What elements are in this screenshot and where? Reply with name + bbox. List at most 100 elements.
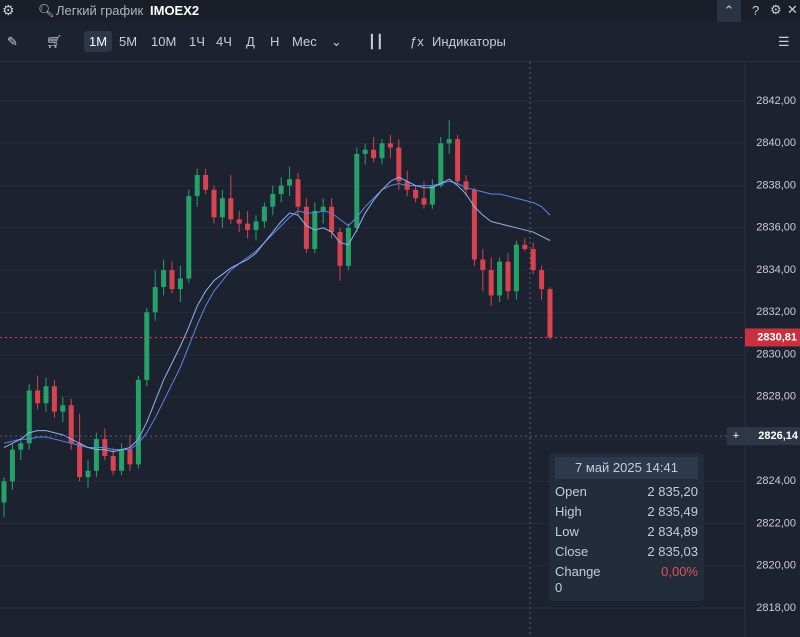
tooltip-label: Open — [555, 484, 587, 499]
candle-body — [169, 270, 175, 290]
candle-body — [270, 194, 276, 207]
candle-body — [522, 244, 528, 249]
candle-body — [387, 143, 393, 148]
candle-body — [396, 147, 402, 182]
interval-button[interactable]: Н — [270, 34, 280, 49]
candle-body — [354, 153, 360, 228]
header: ⚙ 🔍︎ Легкий график IMOEX2 ⌃ ? ⚙ ✕ — [0, 0, 800, 22]
help-button[interactable]: ? — [752, 3, 760, 18]
candle-body — [127, 449, 133, 465]
y-tick-label: 2818,00 — [756, 602, 796, 614]
interval-button[interactable]: Мес — [292, 34, 317, 49]
candle-body — [18, 443, 24, 450]
tooltip-label: High — [555, 504, 582, 519]
candle-body — [320, 206, 326, 211]
candle-body — [236, 219, 242, 224]
tooltip-row: Change 0,00% — [555, 564, 698, 579]
candle-body — [429, 185, 435, 205]
candle-body — [329, 206, 335, 233]
cart-button[interactable]: 🛒︎ — [46, 34, 63, 49]
tooltip-label: Change — [555, 564, 601, 579]
y-tick-label: 2824,00 — [756, 475, 796, 487]
candle-body — [35, 390, 41, 404]
candle-body — [421, 198, 427, 205]
y-tick-label: 2832,00 — [756, 306, 796, 318]
tooltip-value: 0,00% — [661, 564, 698, 579]
symbol[interactable]: IMOEX2 — [150, 3, 200, 18]
y-tick-label: 2842,00 — [756, 95, 796, 107]
candle-body — [261, 206, 267, 222]
close-button[interactable]: ✕ — [787, 2, 798, 17]
crosshair-label: 2826,14 — [758, 430, 799, 442]
candle-body — [203, 175, 209, 190]
candle-body — [497, 261, 503, 296]
candle-body — [144, 312, 150, 380]
candle-body — [488, 270, 494, 296]
tooltip-value: 2 834,89 — [647, 524, 698, 539]
candle-body — [219, 198, 225, 218]
candle-body — [379, 143, 385, 159]
y-tick-label: 2820,00 — [756, 560, 796, 572]
draw-tool[interactable]: ✎ — [7, 34, 18, 49]
menu-button[interactable]: ☰ — [778, 34, 790, 49]
candle-body — [43, 386, 49, 404]
candle-body — [480, 259, 486, 271]
candle-body — [85, 470, 91, 478]
candle-body — [93, 439, 99, 471]
candle-body — [287, 179, 293, 186]
interval-button[interactable]: 10М — [151, 34, 177, 49]
candle-body — [463, 181, 469, 190]
more-intervals[interactable]: ⌄ — [331, 34, 342, 49]
y-tick-label: 2836,00 — [756, 222, 796, 234]
tooltip-row: High 2 835,49 — [555, 504, 698, 519]
indicators-button[interactable]: Индикаторы — [432, 34, 506, 49]
candle-body — [530, 248, 536, 271]
tooltip-row: Open 2 835,20 — [555, 484, 698, 499]
candle-body — [547, 289, 553, 338]
candle-body — [211, 189, 217, 218]
y-tick-label: 2822,00 — [756, 517, 796, 529]
candle-body — [413, 189, 419, 199]
search-icon[interactable]: 🔍︎ — [38, 3, 55, 18]
candle-body — [455, 139, 461, 182]
candle-body — [446, 139, 452, 144]
candle-body — [539, 270, 545, 290]
interval-button[interactable]: 1М — [84, 31, 113, 52]
candle-body — [77, 443, 83, 478]
candle-body — [471, 189, 477, 260]
interval-button[interactable]: 4Ч — [216, 34, 232, 49]
chart: 2818,002820,002822,002824,002826,002828,… — [0, 62, 800, 637]
toolbar: ✎ 🛒︎ 1М 5М 10М 1Ч 4Ч Д Н Мес ⌄ ┃┃ ƒx Индикаторы… — [0, 23, 800, 62]
tooltip-value: 2 835,49 — [647, 504, 698, 519]
candle-body — [371, 149, 377, 159]
collapse-button[interactable]: ⌃ — [717, 0, 741, 22]
candle-body — [26, 390, 32, 444]
last-price-badge — [745, 328, 800, 347]
tooltip-date: 7 май 2025 14:41 — [555, 457, 698, 479]
interval-button[interactable]: 5М — [119, 34, 138, 49]
interval-button[interactable]: 1Ч — [189, 34, 205, 49]
y-tick-label: 2828,00 — [756, 391, 796, 403]
crosshair-badge — [727, 427, 800, 446]
tooltip: 7 май 2025 14:41 Open 2 835,20 High 2 835,4… — [549, 453, 704, 601]
moving-average-line — [3, 176, 551, 453]
interval-button[interactable]: Д — [246, 34, 255, 49]
indicators-icon[interactable]: ƒx — [410, 34, 424, 49]
candle-body — [228, 198, 234, 220]
candle-body — [505, 261, 511, 292]
settings-button[interactable]: ⚙ — [770, 2, 782, 17]
candle-body — [345, 227, 351, 266]
moving-average-line — [3, 180, 551, 451]
candle-body — [152, 286, 158, 313]
candle-body — [337, 232, 343, 266]
candle-body — [135, 379, 141, 465]
tooltip-value: 2 835,20 — [647, 484, 698, 499]
app-icon[interactable]: ⚙ — [2, 2, 15, 18]
tooltip-value: 2 835,03 — [647, 544, 698, 559]
candle-body — [245, 223, 251, 230]
chart-type[interactable]: ┃┃ — [368, 34, 384, 49]
y-tick-label: 2838,00 — [756, 179, 796, 191]
tooltip-row: Low 2 834,89 — [555, 524, 698, 539]
tooltip-extra: 0 — [555, 580, 563, 595]
